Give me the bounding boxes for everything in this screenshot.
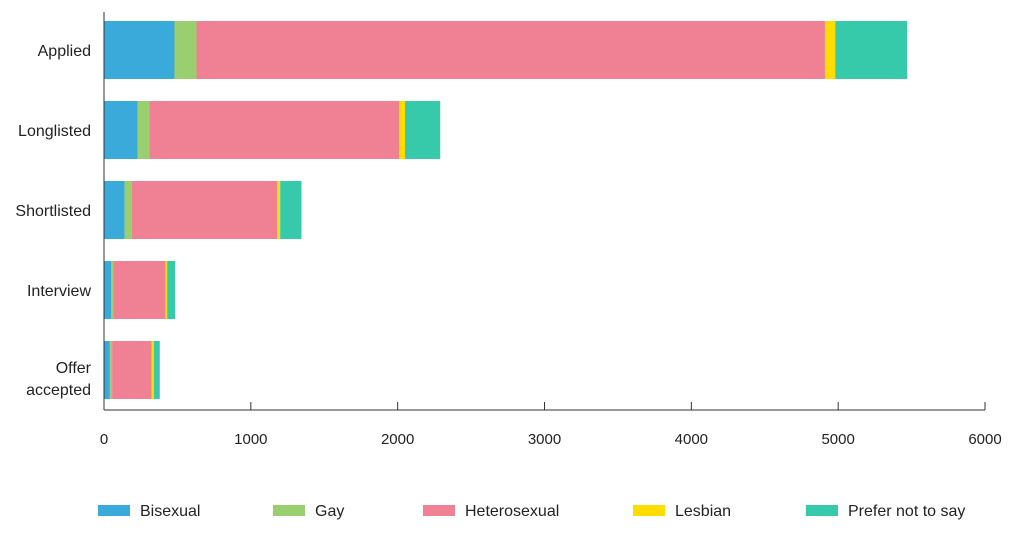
bar-offer-accepted-gay [109, 341, 113, 399]
bar-shortlisted-bisexual [104, 181, 125, 239]
category-label-shortlisted: Shortlisted [15, 203, 91, 220]
legend-swatch-bisexual [98, 505, 130, 516]
bar-applied-heterosexual [196, 21, 825, 79]
x-tick-label-0: 0 [100, 431, 108, 448]
bar-longlisted-lesbian [399, 101, 405, 159]
bars-layer [104, 21, 908, 399]
x-tick-label-6000: 6000 [968, 431, 1001, 448]
legend-label-gay: Gay [315, 503, 344, 520]
x-tick-label-4000: 4000 [675, 431, 708, 448]
bar-applied-bisexual [104, 21, 175, 79]
legend-label-heterosexual: Heterosexual [465, 503, 559, 520]
x-tick-label-1000: 1000 [234, 431, 267, 448]
category-label-interview: Interview [27, 283, 91, 300]
bar-applied-prefer-not-to-say [835, 21, 908, 79]
legend-swatch-heterosexual [423, 505, 455, 516]
legend: Bisexual Gay Heterosexual Lesbian Prefer not… [98, 503, 965, 520]
category-label-applied: Applied [38, 43, 91, 60]
legend-label-prefer-not-to-say: Prefer not to say [848, 503, 965, 520]
legend-swatch-gay [273, 505, 305, 516]
bar-shortlisted-heterosexual [131, 181, 278, 239]
bar-shortlisted-gay [124, 181, 132, 239]
x-tick-label-5000: 5000 [821, 431, 854, 448]
bar-longlisted-bisexual [104, 101, 138, 159]
bar-interview-prefer-not-to-say [167, 261, 176, 319]
bar-applied-gay [174, 21, 197, 79]
x-tick-label-2000: 2000 [381, 431, 414, 448]
legend-swatch-prefer-not-to-say [806, 505, 838, 516]
bar-interview-bisexual [104, 261, 112, 319]
bar-interview-gay [111, 261, 114, 319]
legend-label-lesbian: Lesbian [675, 503, 731, 520]
bar-applied-lesbian [824, 21, 836, 79]
bar-shortlisted-lesbian [277, 181, 281, 239]
legend-label-bisexual: Bisexual [140, 503, 200, 520]
axes-layer: Applied Longlisted Shortlisted Interview Off… [15, 12, 1002, 448]
bar-shortlisted-prefer-not-to-say [280, 181, 302, 239]
bar-longlisted-heterosexual [149, 101, 400, 159]
bar-offer-accepted-bisexual [104, 341, 110, 399]
bar-longlisted-gay [137, 101, 150, 159]
x-tick-label-3000: 3000 [528, 431, 561, 448]
bar-offer-accepted-prefer-not-to-say [153, 341, 160, 399]
bar-interview-heterosexual [113, 261, 166, 319]
legend-swatch-lesbian [633, 505, 665, 516]
bar-longlisted-prefer-not-to-say [405, 101, 441, 159]
category-label-offer-accepted: Offer accepted [26, 360, 92, 399]
bar-offer-accepted-lesbian [151, 341, 154, 399]
category-label-longlisted: Longlisted [18, 123, 91, 140]
bar-offer-accepted-heterosexual [112, 341, 152, 399]
bar-interview-lesbian [165, 261, 168, 319]
